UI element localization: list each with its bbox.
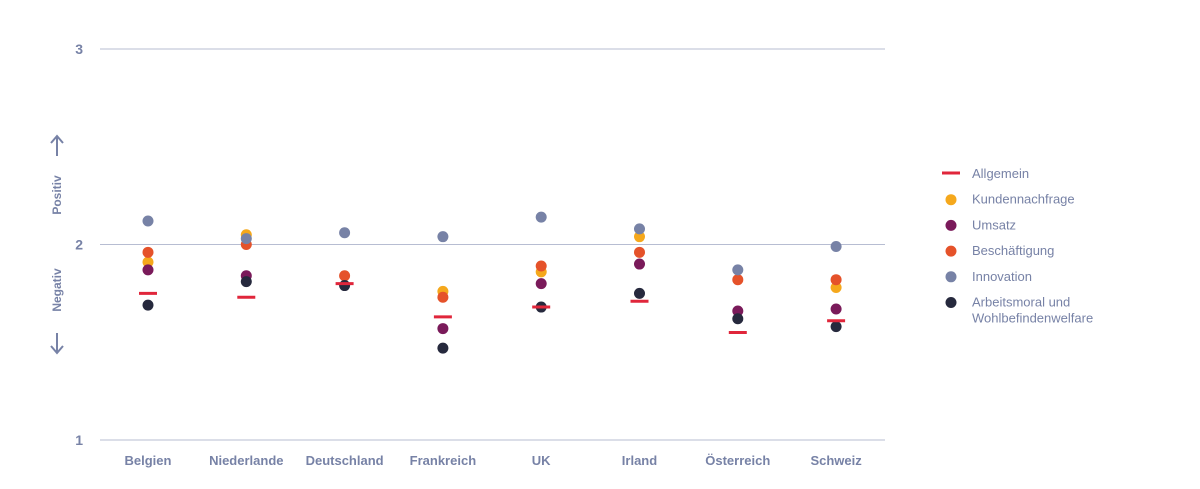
dot-mark — [830, 240, 842, 252]
negative-label: Negativ — [50, 268, 64, 312]
legend-label: Kundennachfrage — [972, 192, 1075, 207]
up-arrow-head — [50, 134, 64, 144]
dot-mark — [732, 274, 744, 286]
y-tick-label: 3 — [75, 41, 83, 57]
dot-mark — [142, 246, 154, 258]
legend-swatch — [945, 194, 957, 206]
legend-label: Allgemein — [972, 166, 1029, 181]
dot-mark — [535, 278, 547, 290]
y-tick-label: 2 — [75, 237, 83, 253]
dot-mark — [339, 270, 351, 282]
legend-label: Arbeitsmoral und — [972, 295, 1070, 310]
dot-mark — [437, 291, 449, 303]
legend-item: Innovation — [945, 269, 1032, 284]
legend-label: Innovation — [972, 269, 1032, 284]
x-category-label: Belgien — [125, 453, 172, 468]
dot-mark — [142, 256, 154, 268]
dot-mark — [634, 231, 645, 243]
x-category-label: Irland — [622, 453, 657, 468]
dot-mark — [830, 303, 842, 315]
dot-mark — [437, 342, 449, 354]
legend-item: Allgemein — [942, 166, 1029, 181]
dot-mark — [732, 264, 744, 276]
down-arrow-head — [50, 345, 64, 355]
y-tick-labels: 1 2 3 — [75, 41, 83, 448]
x-category-label: Niederlande — [209, 453, 283, 468]
dot-mark — [437, 231, 449, 243]
dot-mark — [240, 233, 252, 245]
dot-mark — [634, 223, 645, 235]
legend-item: Beschäftigung — [945, 243, 1054, 258]
legend-item: Umsatz — [945, 217, 1016, 232]
legend-swatch — [945, 245, 957, 257]
x-category-labels: Belgien Niederlande Deutschland Frankreich U… — [125, 453, 863, 468]
dot-mark — [339, 280, 351, 292]
dot-mark — [142, 215, 154, 227]
x-category-label: UK — [532, 453, 551, 468]
x-category-label: Schweiz — [810, 453, 862, 468]
x-category-label: Deutschland — [306, 453, 384, 468]
dot-mark — [830, 321, 842, 333]
dot-mark — [634, 287, 645, 299]
data-marks — [139, 211, 846, 354]
legend-swatch — [945, 271, 957, 283]
dot-mark — [142, 264, 154, 276]
x-category-label: Frankreich — [410, 453, 477, 468]
y-tick-label: 1 — [75, 432, 83, 448]
legend: Allgemein Kundennachfrage Umsatz Beschäftig… — [942, 166, 1093, 326]
grid — [100, 48, 885, 441]
legend-label: Beschäftigung — [972, 243, 1054, 258]
side-labels: Positiv Negativ — [50, 134, 64, 355]
positive-label: Positiv — [50, 175, 64, 215]
dot-mark — [634, 246, 645, 258]
dot-mark — [830, 274, 842, 286]
dot-mark — [535, 211, 547, 223]
legend-label: Umsatz — [972, 217, 1016, 232]
legend-label: Wohlbefindenwelfare — [972, 311, 1093, 326]
dot-mark — [732, 305, 744, 317]
dot-mark — [634, 258, 645, 270]
dot-mark — [732, 313, 744, 325]
negative-indicator: Negativ — [50, 268, 64, 355]
legend-swatch — [945, 297, 957, 308]
dot-mark — [535, 260, 547, 272]
legend-swatch — [945, 219, 957, 231]
legend-item: Kundennachfrage — [945, 192, 1075, 207]
x-category-label: Österreich — [705, 453, 770, 468]
positive-indicator: Positiv — [50, 134, 64, 215]
dot-mark — [339, 227, 351, 239]
dot-mark — [142, 299, 154, 311]
dot-mark — [437, 323, 449, 335]
dot-mark — [830, 282, 842, 294]
dot-mark — [240, 276, 252, 288]
